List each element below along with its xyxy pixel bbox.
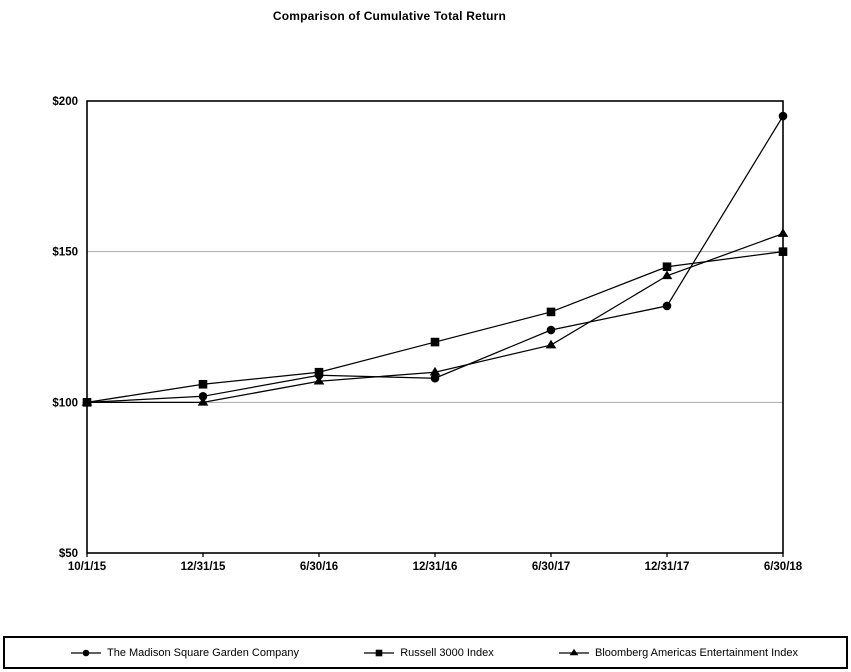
circle-series-marker-icon bbox=[71, 647, 101, 659]
triangle-series-marker-icon bbox=[559, 647, 589, 659]
circle-marker-icon bbox=[430, 373, 440, 383]
y-axis-tick-label: $50 bbox=[59, 548, 78, 560]
circle-marker-icon bbox=[546, 325, 556, 335]
triangle-marker-icon bbox=[569, 648, 579, 655]
y-axis-tick-label: $150 bbox=[52, 247, 78, 259]
legend-item-bloomberg: Bloomberg Americas Entertainment Index bbox=[559, 647, 798, 659]
chart-legend: The Madison Square Garden Company Russel… bbox=[3, 636, 848, 669]
square-marker-icon bbox=[778, 247, 788, 256]
triangle-marker-icon bbox=[81, 397, 93, 406]
triangle-marker-icon bbox=[545, 339, 557, 349]
triangle-marker-icon bbox=[197, 397, 209, 406]
circle-marker-icon bbox=[778, 111, 788, 121]
triangle-marker-icon bbox=[777, 228, 789, 237]
x-axis-tick-label: 12/31/16 bbox=[413, 561, 458, 573]
x-axis-tick-label: 10/1/15 bbox=[68, 561, 107, 573]
x-axis-tick-label: 6/30/16 bbox=[300, 561, 338, 573]
legend-label-russell: Russell 3000 Index bbox=[400, 646, 494, 659]
triangle-marker-icon bbox=[429, 366, 441, 376]
circle-marker-icon bbox=[662, 301, 672, 311]
square-marker-icon bbox=[198, 379, 208, 389]
x-axis-tick-label: 6/30/17 bbox=[532, 561, 570, 573]
square-marker-icon bbox=[375, 649, 383, 656]
series-line-circle bbox=[86, 115, 784, 403]
circle-marker-icon bbox=[198, 392, 208, 401]
y-axis-tick-label: $200 bbox=[52, 96, 78, 108]
legend-label-bloomberg: Bloomberg Americas Entertainment Index bbox=[595, 646, 798, 659]
square-marker-icon bbox=[314, 367, 324, 377]
circle-marker-icon bbox=[82, 649, 90, 656]
square-marker-icon bbox=[430, 337, 440, 347]
x-axis-tick-label: 6/30/18 bbox=[764, 561, 803, 573]
square-series-marker-icon bbox=[364, 647, 395, 659]
square-marker-icon bbox=[662, 262, 672, 272]
triangle-marker-icon bbox=[661, 270, 673, 280]
plot-border bbox=[86, 100, 784, 554]
legend-item-msg: The Madison Square Garden Company bbox=[71, 647, 299, 659]
legend-item-russell: Russell 3000 Index bbox=[364, 647, 494, 659]
y-axis-tick-label: $100 bbox=[52, 397, 78, 409]
x-axis-tick-label: 12/31/15 bbox=[181, 561, 226, 573]
chart-title: Comparison of Cumulative Total Return bbox=[272, 9, 507, 23]
square-marker-icon bbox=[546, 307, 556, 317]
triangle-marker-icon bbox=[313, 375, 325, 385]
x-axis-tick-label: 12/31/17 bbox=[645, 561, 690, 573]
line-chart-plot-area: $50 $100 $150 $200 10/1/15 12/31/15 6/30/16 12/… bbox=[52, 96, 803, 573]
legend-label-msg: The Madison Square Garden Company bbox=[107, 646, 299, 659]
